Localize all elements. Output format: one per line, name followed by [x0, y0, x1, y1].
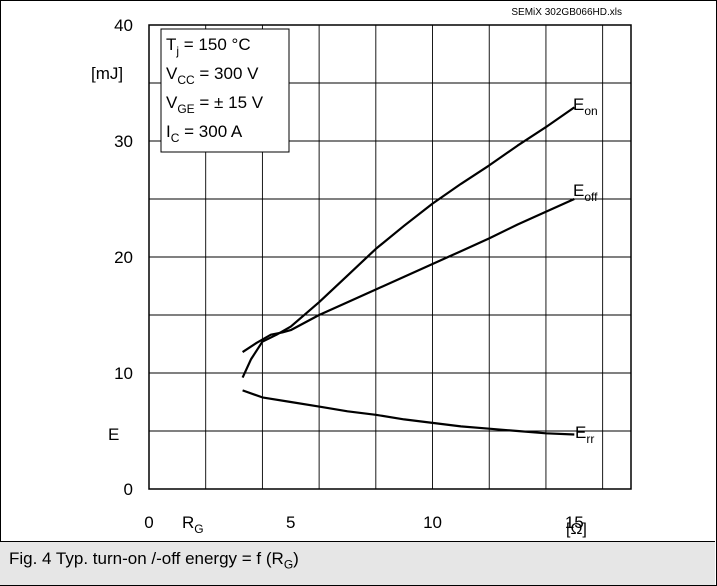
- condition-line: VCC = 300 V: [166, 64, 259, 87]
- series-line-rr: [242, 389, 575, 436]
- y-tick-label: 20: [114, 248, 133, 267]
- conditions-box-frame: [160, 28, 290, 153]
- y-tick-label: 0: [124, 480, 133, 499]
- condition-symbol: V: [166, 64, 178, 83]
- condition-line: VGE = ± 15 V: [166, 93, 264, 116]
- series-label-rr: Err: [575, 423, 594, 446]
- condition-subscript: C: [171, 131, 180, 145]
- y-axis-symbol: E: [108, 425, 119, 444]
- caption-end: ): [293, 549, 299, 568]
- condition-symbol: T: [166, 35, 176, 54]
- condition-subscript: GE: [177, 102, 194, 116]
- x-tick-label: 0: [144, 513, 153, 532]
- y-tick-label: 10: [114, 364, 133, 383]
- condition-value: = 300 A: [179, 122, 243, 141]
- x-tick-label: 5: [286, 513, 295, 532]
- series-lines: [241, 106, 575, 436]
- series-label-on: Eon: [573, 95, 598, 118]
- source-tag: SEMiX 302GB066HD.xls: [511, 7, 622, 18]
- x-unit-label: [Ω]: [566, 521, 587, 538]
- series-label-sub: off: [584, 190, 598, 204]
- condition-symbol: V: [166, 93, 178, 112]
- y-tick-label: 30: [114, 132, 133, 151]
- x-axis-symbol-sub: G: [194, 522, 203, 536]
- caption-text: Fig. 4 Typ. turn-on /-off energy = f (R: [9, 549, 284, 568]
- series-line-on: [241, 106, 575, 379]
- series-label-sub: on: [584, 104, 597, 118]
- condition-symbol: I: [166, 122, 171, 141]
- y-tick-labels: 0 10 20 30 40: [114, 16, 133, 499]
- y-unit-label: [mJ]: [91, 64, 123, 83]
- condition-value: = 150 °C: [179, 35, 251, 54]
- x-tick-label: 15: [565, 513, 584, 532]
- caption-bar: [0, 541, 715, 585]
- y-tick-label: 40: [114, 16, 133, 35]
- x-axis-symbol-main: R: [182, 513, 194, 532]
- plot-area-border: [148, 24, 632, 490]
- x-axis-symbol: RG: [182, 513, 204, 536]
- condition-line: IC = 300 A: [166, 122, 243, 145]
- condition-subscript: CC: [177, 73, 195, 87]
- figure-caption: Fig. 4 Typ. turn-on /-off energy = f (RG…: [9, 549, 299, 571]
- condition-subscript: j: [175, 44, 179, 58]
- caption-sub: G: [283, 557, 294, 572]
- x-tick-label: 10: [423, 513, 442, 532]
- series-label-off: Eoff: [573, 181, 598, 204]
- series-line-off: [241, 197, 575, 354]
- x-tick-labels: 0 5 10 15: [144, 513, 583, 532]
- series-label-main: E: [575, 423, 586, 442]
- condition-line: Tj = 150 °C: [166, 35, 251, 58]
- series-label-sub: rr: [586, 432, 594, 446]
- condition-value: = ± 15 V: [195, 93, 264, 112]
- condition-value: = 300 V: [195, 64, 259, 83]
- series-label-main: E: [573, 181, 584, 200]
- series-label-main: E: [573, 95, 584, 114]
